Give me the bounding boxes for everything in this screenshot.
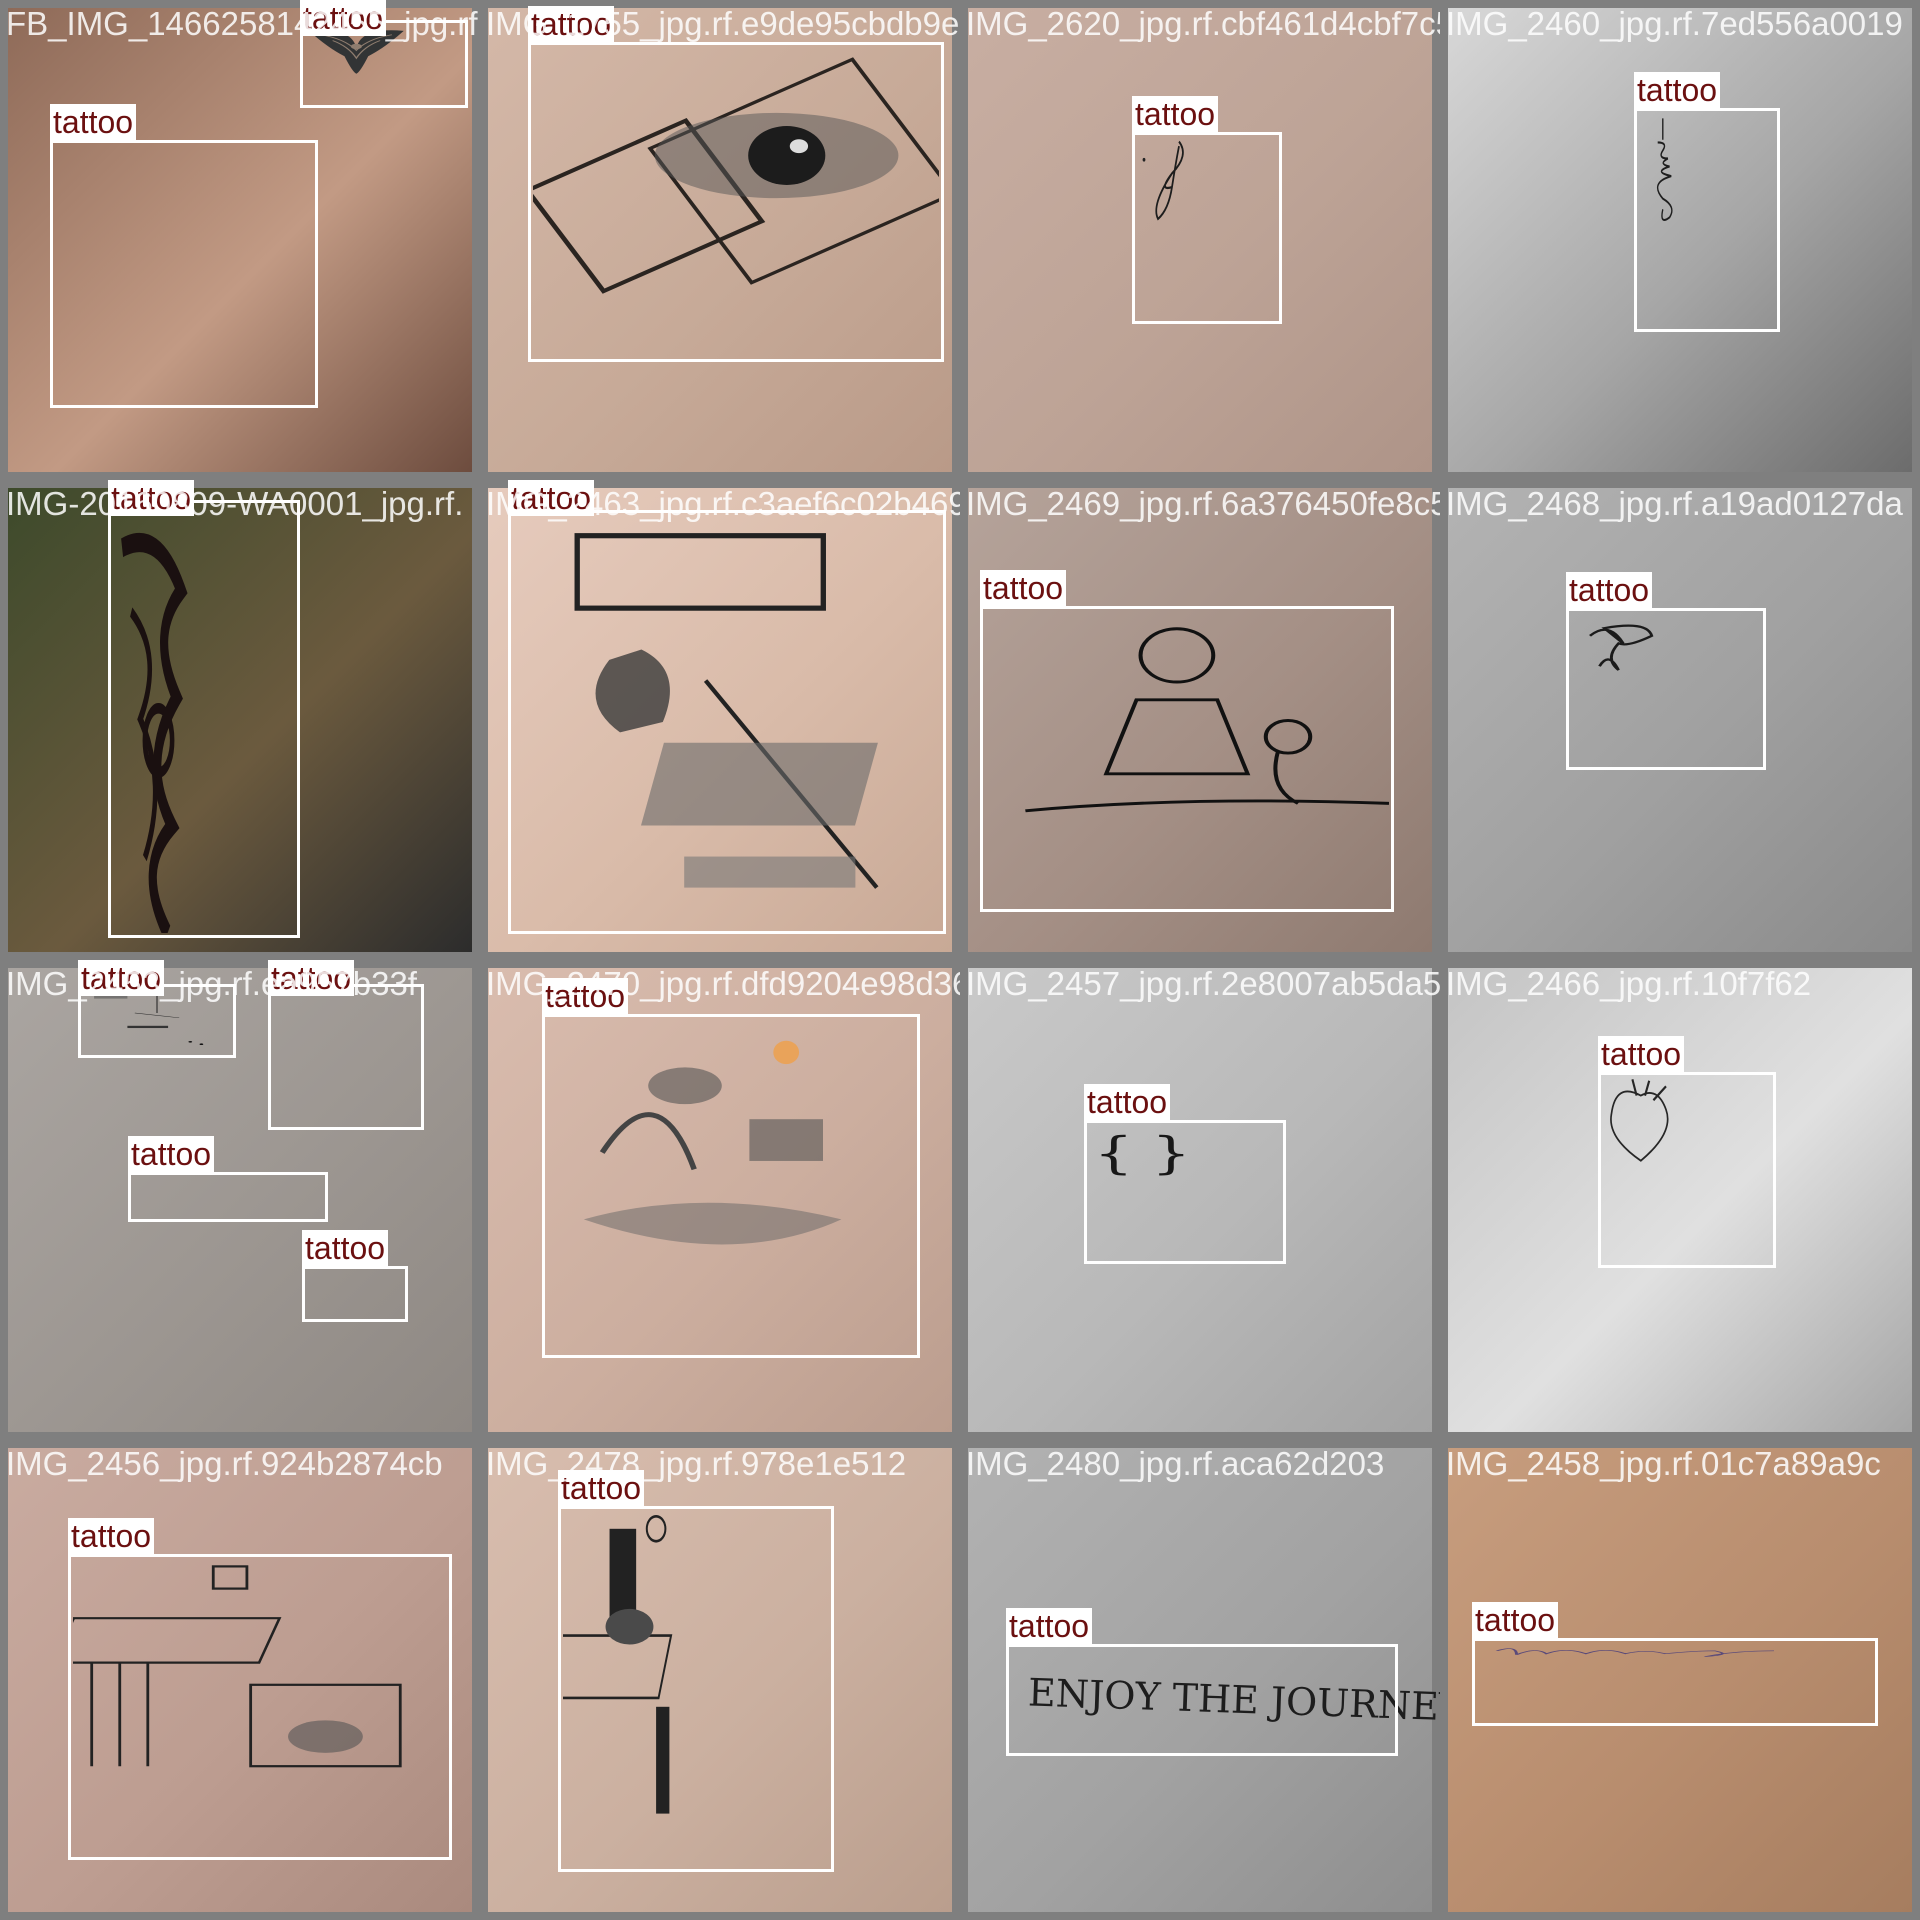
tile-filename: IMG_2457_jpg.rf.2e8007ab5da5 [966, 965, 1440, 1002]
grid-tile: IMG_2466_jpg.rf.10f7f62 tattoo [1440, 960, 1920, 1440]
detection-box [268, 984, 424, 1130]
grid-tile: IMG_2480_jpg.rf.aca62d203 ENJOY THE JOURN… [960, 1440, 1440, 1920]
tattoo-art [1610, 1079, 1669, 1162]
tile-filename: IMG_2620_jpg.rf.cbf461d4cbf7c5bd6c [966, 5, 1440, 42]
detection-box [528, 42, 944, 362]
detection-box [980, 606, 1394, 912]
detection-box [1598, 1072, 1776, 1268]
tattoo-art: { } [1094, 1128, 1191, 1179]
tile-filename: IMG_2463_jpg.rf.c3aef6c02b469b2c6df4 [486, 485, 960, 522]
detection-label: tattoo [528, 6, 615, 42]
tattoo-art [121, 532, 188, 933]
detection-label: tattoo [302, 1230, 389, 1266]
tile-filename: FB_IMG_1466258142455_jpg.rf. [6, 5, 480, 42]
detection-box [128, 1172, 328, 1222]
grid-tile: IMG_2478_jpg.rf.978e1e512 tattoo [480, 1440, 960, 1920]
grid-tile: IMG_2470_jpg.rf.dfd9204e98d36 tattoo [480, 960, 960, 1440]
tile-photo [488, 968, 952, 1432]
detection-label: tattoo [558, 1470, 645, 1506]
grid-tile: IMG_2469_jpg.rf.6a376450fe8c5c2d6db tatt… [960, 480, 1440, 960]
tattoo-art [1656, 118, 1673, 222]
tile-filename: IMG-20160809-WA0001_jpg.rf. [6, 485, 464, 522]
tile-filename: IMG_2470_jpg.rf.dfd9204e98d36 [486, 965, 960, 1002]
detection-label: tattoo [300, 0, 387, 36]
detection-label: tattoo [108, 480, 195, 516]
tattoo-art [583, 1040, 842, 1245]
detection-box [542, 1014, 920, 1358]
tattoo-art [1025, 627, 1389, 813]
grid-tile: IMG_2463_jpg.rf.c3aef6c02b469b2c6df4 tat… [480, 480, 960, 960]
detection-label: tattoo [980, 570, 1067, 606]
tile-photo [488, 1448, 952, 1912]
tile-filename: IMG_2458_jpg.rf.01c7a89a9c [1446, 1445, 1881, 1482]
grid-tile: IMG_2453_jpg.rf.ea957b33f tattoo tattoo ta… [0, 960, 480, 1440]
detection-box [558, 1506, 834, 1872]
detection-label: tattoo [78, 960, 165, 996]
tile-photo [8, 968, 472, 1432]
tattoo-art [1588, 624, 1654, 671]
tile-filename: IMG_2478_jpg.rf.978e1e512 [486, 1445, 907, 1482]
detection-box [1132, 132, 1282, 324]
tile-photo [968, 488, 1432, 952]
detection-box [68, 1554, 452, 1860]
grid-tile: IMG_2457_jpg.rf.2e8007ab5da5 { } tattoo [960, 960, 1440, 1440]
tile-photo [8, 488, 472, 952]
grid-tile: FB_IMG_1466258142455_jpg.rf. tattoo tatto… [0, 0, 480, 480]
svg-text:{: { [1094, 1128, 1134, 1179]
tile-photo [1448, 488, 1912, 952]
detection-box [1566, 608, 1766, 770]
tile-filename: IMG_2453_jpg.rf.ea957b33f [6, 965, 417, 1002]
detection-box [1084, 1120, 1286, 1264]
svg-text:}: } [1151, 1128, 1191, 1179]
grid-tile: IMG_1755_jpg.rf.e9de95cbdb9ec955dabda9cb… [480, 0, 960, 480]
detection-box [302, 1266, 408, 1322]
detection-box [50, 140, 318, 408]
detection-label: tattoo [1566, 572, 1653, 608]
tile-filename: IMG_2460_jpg.rf.7ed556a0019 [1446, 5, 1903, 42]
tile-filename: IMG_1755_jpg.rf.e9de95cbdb9ec955dabda9cb… [486, 5, 960, 42]
tattoo-art [533, 57, 939, 294]
tile-filename: IMG_2466_jpg.rf.10f7f62 [1446, 965, 1812, 1002]
tattoo-art [308, 30, 404, 74]
tattoo-art [1495, 1648, 1775, 1657]
tile-photo [1448, 1448, 1912, 1912]
detection-box [108, 500, 300, 938]
tattoo-art [574, 533, 879, 889]
tile-photo [968, 968, 1432, 1432]
detection-box [508, 510, 946, 934]
detection-label: tattoo [1084, 1084, 1171, 1120]
tile-photo [968, 1448, 1432, 1912]
tile-photo [8, 8, 472, 472]
tile-filename: IMG_2456_jpg.rf.924b2874cb [6, 1445, 443, 1482]
tile-photo [968, 8, 1432, 472]
tile-filename: IMG_2469_jpg.rf.6a376450fe8c5c2d6db [966, 485, 1440, 522]
tattoo-art [1142, 140, 1184, 221]
detection-label: tattoo [128, 1136, 215, 1172]
detection-label: tattoo [68, 1518, 155, 1554]
tile-filename: IMG_2468_jpg.rf.a19ad0127da [1446, 485, 1903, 522]
detection-label: tattoo [1472, 1602, 1559, 1638]
detection-box [1472, 1638, 1878, 1726]
detection-box [1634, 108, 1780, 332]
detection-label: tattoo [50, 104, 137, 140]
detection-box [1006, 1644, 1398, 1756]
detection-label: tattoo [1634, 72, 1721, 108]
tattoo-art [563, 1515, 673, 1814]
detection-label: tattoo [1132, 96, 1219, 132]
grid-tile: IMG_2456_jpg.rf.924b2874cb tattoo [0, 1440, 480, 1920]
grid-tile: IMG-20160809-WA0001_jpg.rf. tattoo [0, 480, 480, 960]
grid-tile: IMG_2620_jpg.rf.cbf461d4cbf7c5bd6c tatto… [960, 0, 1440, 480]
detection-label: tattoo [268, 960, 355, 996]
detection-label: tattoo [1598, 1036, 1685, 1072]
detection-label: tattoo [508, 480, 595, 516]
detection-label: tattoo [542, 978, 629, 1014]
detection-label: tattoo [1006, 1608, 1093, 1644]
tile-filename: IMG_2480_jpg.rf.aca62d203 [966, 1445, 1385, 1482]
tattoo-art [73, 1565, 402, 1768]
